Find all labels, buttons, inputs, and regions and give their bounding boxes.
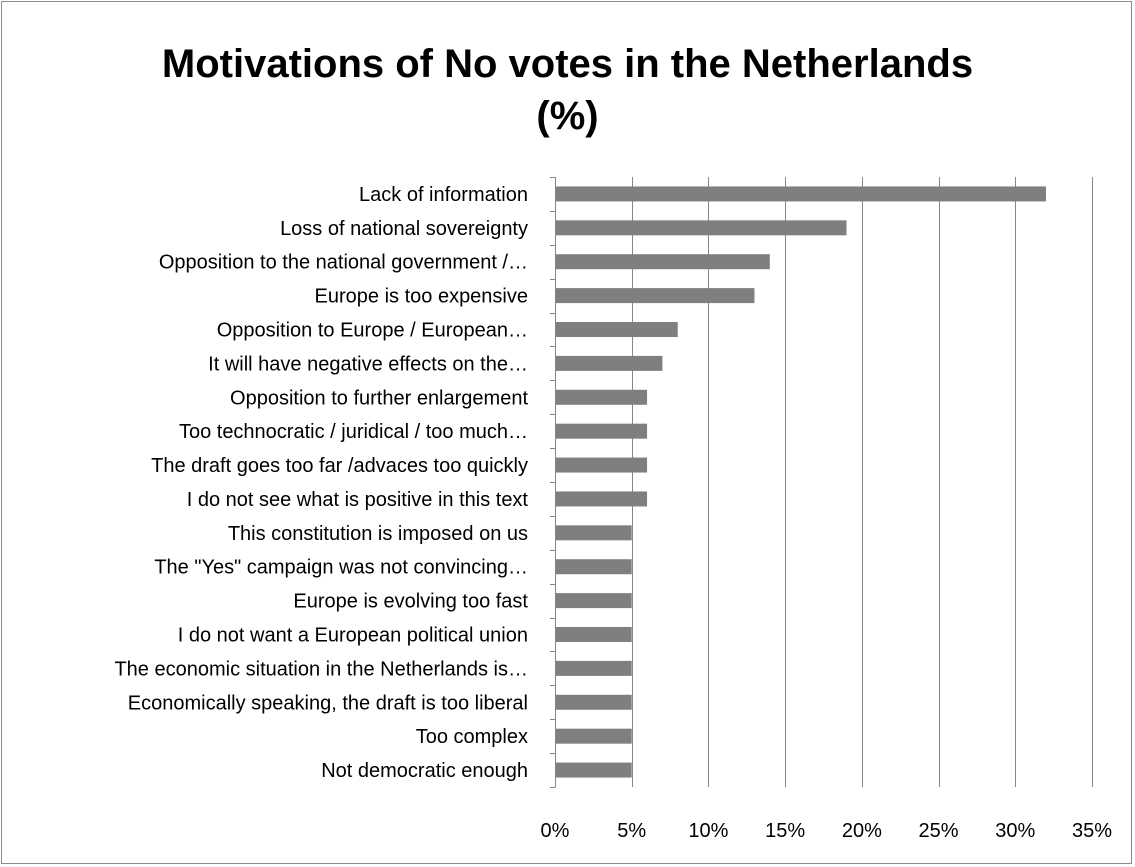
bar-11	[556, 559, 632, 575]
category-label-17: Not democratic enough	[321, 760, 528, 782]
bar-12	[556, 593, 632, 609]
category-label-12: Europe is evolving too fast	[293, 591, 528, 613]
category-label-2: Opposition to the national government /…	[159, 252, 528, 274]
category-label-1: Loss of national sovereignty	[280, 218, 528, 240]
chart-title-line-1: Motivations of No votes in the Netherlan…	[161, 42, 974, 86]
bar-0	[556, 186, 1046, 202]
category-label-15: Economically speaking, the draft is too …	[128, 692, 528, 714]
category-label-9: I do not see what is positive in this te…	[187, 489, 529, 511]
bar-5	[556, 355, 663, 371]
category-label-3: Europe is too expensive	[315, 286, 528, 308]
bar-3	[556, 288, 755, 304]
category-label-16: Too complex	[416, 726, 528, 748]
category-label-0: Lack of information	[359, 184, 528, 206]
bar-4	[556, 322, 678, 337]
bar-2	[556, 254, 770, 270]
bar-9	[556, 491, 648, 507]
category-label-10: This constitution is imposed on us	[228, 523, 528, 545]
bar-7	[556, 423, 648, 439]
bar-17	[556, 762, 632, 778]
chart-title: Motivations of No votes in the Netherlan…	[0, 38, 1135, 142]
x-tick-label-6: 30%	[995, 820, 1035, 842]
x-tick-label-2: 10%	[688, 820, 728, 842]
category-label-4: Opposition to Europe / European…	[217, 320, 528, 342]
bar-14	[556, 660, 632, 676]
bar-6	[556, 389, 648, 405]
bar-1	[556, 220, 847, 236]
bar-8	[556, 457, 648, 473]
bar-15	[556, 694, 632, 710]
chart-title-line-2: (%)	[536, 94, 599, 138]
category-label-11: The "Yes" campaign was not convincing…	[154, 557, 528, 579]
category-label-7: Too technocratic / juridical / too much…	[179, 421, 528, 443]
category-label-6: Opposition to further enlargement	[230, 387, 528, 409]
bar-16	[556, 728, 632, 744]
bar-10	[556, 525, 632, 541]
category-label-5: It will have negative effects on the…	[208, 353, 528, 375]
category-label-13: I do not want a European political union	[178, 625, 528, 647]
x-tick-label-0: 0%	[541, 820, 570, 842]
x-tick-label-3: 15%	[765, 820, 805, 842]
x-tick-label-1: 5%	[617, 820, 646, 842]
category-label-8: The draft goes too far /advaces too quic…	[151, 455, 528, 477]
x-tick-label-4: 20%	[842, 820, 882, 842]
x-tick-label-7: 35%	[1072, 820, 1112, 842]
x-tick-label-5: 25%	[919, 820, 959, 842]
bar-13	[556, 627, 632, 642]
category-label-14: The economic situation in the Netherland…	[114, 658, 528, 680]
